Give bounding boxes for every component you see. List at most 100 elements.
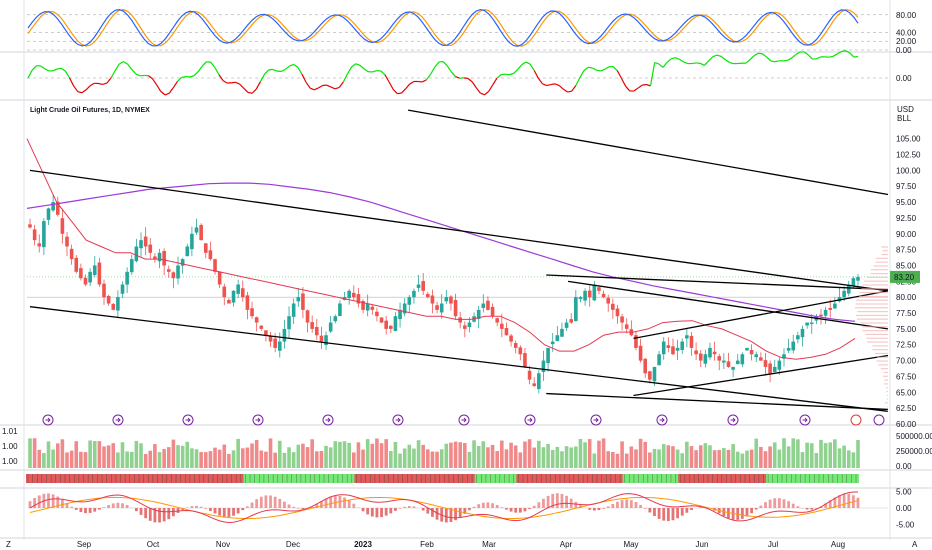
momentum-segment: [421, 79, 427, 83]
signal-cell: [682, 474, 688, 483]
signal-cell: [372, 474, 378, 483]
momentum-segment: [289, 63, 294, 67]
volume-bar: [809, 443, 814, 468]
candle: [314, 319, 319, 341]
volume-bar: [83, 452, 88, 468]
stoch-d-line: [27, 8, 859, 47]
macd-hist-bar: [352, 503, 356, 508]
event-marker-arrow: [395, 417, 401, 423]
macd-pane: 5.00 0.00 -5.00: [27, 488, 915, 530]
momentum-segment: [405, 83, 411, 90]
signal-cell: [220, 474, 226, 483]
candle-body: [717, 356, 722, 361]
momentum-segment: [475, 87, 481, 94]
volume-bar: [92, 441, 97, 468]
candle-body: [222, 286, 227, 298]
volume-bar: [634, 449, 638, 468]
signal-cell: [641, 474, 647, 483]
candle: [689, 331, 694, 356]
candle-body: [476, 309, 481, 319]
candle-body: [763, 360, 768, 367]
macd-hist-bar: [366, 508, 370, 515]
momentum-segment: [152, 78, 158, 86]
candle-body: [722, 360, 726, 363]
volume-bar: [139, 443, 143, 468]
volume-bar: [148, 450, 153, 468]
candle: [722, 353, 726, 370]
signal-cell: [581, 474, 587, 483]
signal-cell: [844, 474, 850, 483]
candle-body: [842, 290, 846, 298]
candle-body: [615, 308, 620, 317]
volume-profile-bar: [855, 299, 888, 301]
stoch-tick-label: 20.00: [896, 37, 917, 46]
candle: [541, 350, 546, 381]
candle: [351, 285, 356, 301]
signal-cell: [715, 474, 721, 483]
candle-body: [171, 272, 176, 279]
candle: [185, 243, 190, 257]
signal-cell: [534, 474, 540, 483]
volume-profile-bar: [855, 303, 888, 305]
momentum-segment: [724, 59, 730, 63]
volume-profile-bar: [881, 246, 888, 248]
candle-body: [550, 341, 555, 345]
candle-body: [481, 303, 486, 308]
signal-cell: [604, 474, 610, 483]
volume-bar: [116, 452, 120, 468]
momentum-segment: [318, 84, 323, 89]
macd-hist-bar: [449, 508, 453, 522]
candle: [666, 337, 671, 353]
momentum-segment: [492, 77, 498, 86]
volume-bar: [731, 444, 735, 468]
signal-cell: [137, 474, 142, 483]
candle: [726, 352, 731, 368]
candle-body: [426, 294, 430, 298]
macd-hist-bar: [65, 503, 69, 508]
time-tick-label: Apr: [560, 540, 573, 549]
momentum-segment: [255, 81, 261, 90]
candle: [55, 196, 60, 217]
candle-body: [726, 361, 731, 367]
signal-cell: [280, 474, 286, 483]
volume-bar: [254, 440, 259, 468]
volume-bar: [277, 440, 282, 468]
macd-hist-bar: [227, 508, 231, 517]
volume-bar: [416, 440, 421, 468]
candle: [236, 279, 240, 299]
candle-body: [116, 297, 120, 311]
volume-bar: [435, 451, 439, 468]
candle: [361, 299, 365, 314]
candle: [389, 324, 393, 334]
candle: [509, 333, 513, 347]
event-marker-arrow: [115, 417, 121, 423]
volume-bar: [324, 445, 328, 468]
candle-body: [680, 341, 685, 350]
signal-cell: [696, 474, 702, 483]
volume-profile-bar: [886, 390, 888, 393]
macd-hist-bar: [764, 502, 767, 508]
candle-body: [365, 303, 370, 311]
volume-bar: [620, 441, 624, 468]
chart-title: Light Crude Oil Futures, 1D, NYMEX: [30, 107, 150, 114]
signal-cell: [599, 474, 605, 483]
momentum-segment: [620, 77, 627, 87]
candle: [287, 306, 291, 339]
momentum-segment: [401, 88, 407, 94]
candle: [731, 366, 735, 378]
candle: [638, 338, 643, 363]
volume-bar: [601, 438, 606, 468]
candle: [745, 347, 749, 351]
price-tick-label: 97.50: [896, 182, 917, 191]
candle: [324, 331, 328, 350]
momentum-segment: [745, 59, 751, 64]
volume-bar: [402, 448, 407, 468]
candle-body: [772, 366, 777, 373]
volume-bar: [791, 438, 796, 468]
momentum-segment: [579, 70, 585, 78]
volume-bar: [134, 440, 139, 468]
momentum-segment: [64, 70, 71, 79]
candle-body: [351, 292, 356, 298]
macd-hist-bar: [481, 502, 485, 508]
momentum-segment: [359, 64, 365, 70]
